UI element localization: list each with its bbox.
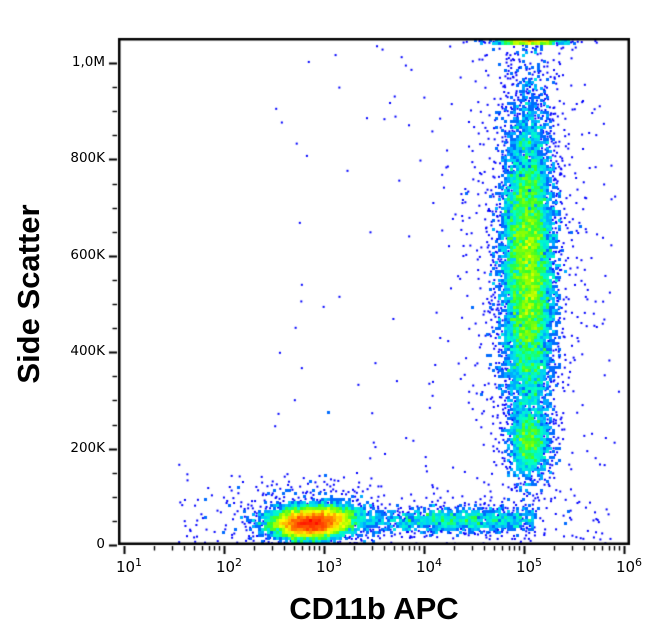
- x-axis-title: CD11b APC: [289, 591, 459, 626]
- x-tick-label-10e3: 103: [315, 556, 343, 576]
- y-axis-title: Side Scatter: [11, 204, 46, 384]
- x-tick-label-10e5: 105: [515, 556, 543, 576]
- y-tick-label-200K: 200K: [70, 439, 105, 456]
- y-tick-label-800K: 800K: [70, 150, 105, 167]
- y-tick-label-600K: 600K: [70, 246, 105, 263]
- y-tick-label-1,0M: 1,0M: [71, 54, 105, 70]
- x-tick-label-10e4: 104: [415, 556, 443, 576]
- x-tick-label-10e6: 106: [615, 556, 643, 576]
- y-tick-label-0: 0: [96, 536, 105, 552]
- y-tick-label-400K: 400K: [70, 343, 105, 360]
- x-tick-label-10e2: 102: [215, 556, 243, 576]
- x-tick-label-10e1: 101: [115, 556, 143, 576]
